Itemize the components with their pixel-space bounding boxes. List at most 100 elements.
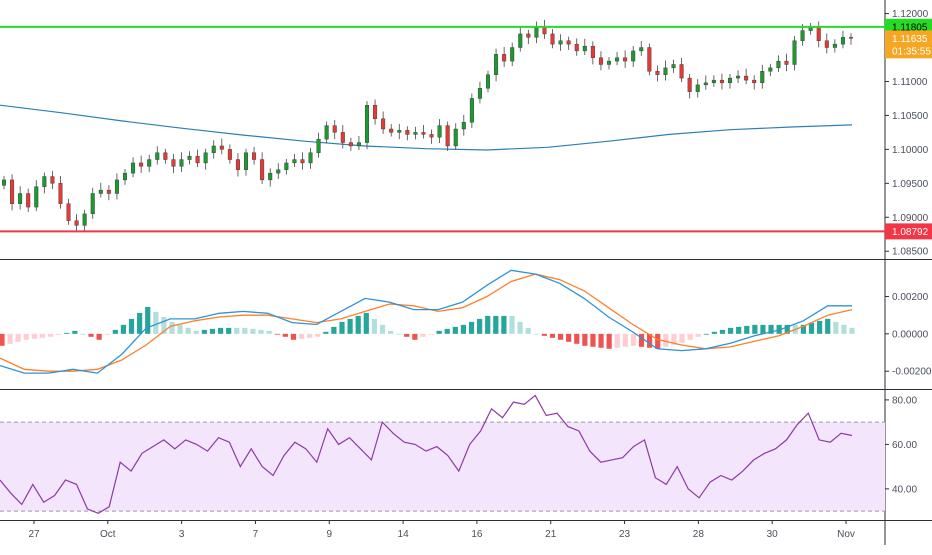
macd-histogram-bar [614, 333, 620, 348]
macd-histogram-bar [47, 333, 54, 337]
candle-body [461, 122, 466, 130]
candle-body [776, 60, 781, 69]
candle-body [679, 64, 684, 79]
macd-histogram-bar [687, 333, 693, 340]
macd-histogram-bar [493, 315, 499, 334]
time-tick-label: 3 [179, 529, 185, 540]
macd-histogram-bar [169, 321, 175, 334]
macd-histogram-bar [104, 333, 110, 335]
macd-histogram-bar [226, 327, 232, 334]
macd-histogram-bar [274, 333, 280, 335]
candle-body [147, 159, 152, 167]
macd-histogram-bar [477, 318, 483, 334]
macd-histogram-bar [468, 321, 475, 334]
candle-body [792, 40, 797, 65]
moving-average-line [0, 104, 853, 151]
macd-histogram-bar [80, 333, 86, 335]
macd-histogram-bar [582, 333, 588, 346]
macd-histogram-bar [404, 333, 410, 337]
macd-histogram-bar [444, 328, 450, 334]
candle-body [752, 79, 757, 84]
candle-body [211, 145, 216, 153]
rsi-tick-label: 40.00 [892, 484, 917, 495]
macd-histogram-bar [428, 333, 434, 335]
macd-histogram-bar [412, 333, 418, 340]
macd-histogram-bar [533, 333, 539, 335]
candle-body [316, 138, 321, 153]
candle-body [365, 105, 370, 143]
macd-histogram-bar [7, 333, 13, 344]
macd-histogram-bar [371, 318, 377, 334]
time-tick-label: 9 [326, 529, 332, 540]
macd-histogram-bar [817, 320, 823, 334]
macd-histogram-bar [201, 329, 207, 334]
macd-histogram-bar [566, 333, 572, 342]
macd-histogram-bar [266, 330, 272, 334]
candle-body [389, 128, 394, 133]
macd-histogram-bar [282, 333, 288, 337]
macd-histogram-bar [298, 333, 305, 339]
macd-histogram-bar [258, 329, 264, 334]
candle-body [348, 142, 353, 147]
macd-histogram-bar [290, 333, 297, 340]
price-tick-label: 1.08500 [892, 247, 929, 258]
macd-histogram-bar [719, 329, 726, 334]
candle-body [405, 130, 410, 135]
macd-histogram-bar [64, 332, 70, 334]
candle-body [356, 142, 361, 147]
candle-body [647, 47, 652, 72]
macd-histogram-bar [120, 324, 127, 334]
macd-histogram-bar [331, 326, 337, 334]
time-tick-label: 14 [398, 529, 410, 540]
macd-histogram-bar [209, 328, 216, 334]
candle-body [26, 193, 31, 208]
candle-body [728, 77, 733, 84]
candle-body [42, 176, 47, 187]
candle-body [381, 118, 386, 130]
candle-body [453, 128, 458, 147]
rsi-band-fill [0, 422, 885, 512]
candle-body [671, 64, 676, 69]
macd-histogram-bar [250, 328, 256, 334]
macd-histogram-bar [396, 333, 402, 335]
macd-histogram-bar [711, 331, 717, 334]
candle-body [90, 193, 95, 215]
macd-histogram-bar [128, 318, 135, 334]
candle-body [824, 40, 829, 48]
macd-histogram-bar [88, 333, 94, 337]
candle-body [687, 77, 692, 92]
candle-body [179, 159, 184, 167]
macd-histogram-bar [363, 312, 369, 334]
macd-histogram-bar [234, 327, 240, 334]
macd-histogram-bar [574, 333, 580, 344]
macd-histogram-bar [744, 325, 750, 334]
price-tick-label: 1.09500 [892, 179, 929, 190]
macd-histogram-bar [727, 327, 734, 334]
candle-body [284, 162, 289, 170]
macd-histogram-bar [679, 333, 685, 343]
time-tick-label: 7 [253, 529, 259, 540]
time-tick-label: 28 [693, 529, 705, 540]
macd-histogram-bar [161, 316, 167, 334]
macd-histogram-bar [323, 331, 329, 334]
candle-body [574, 43, 579, 52]
macd-histogram-bar [387, 330, 394, 334]
macd-histogram-bar [768, 324, 774, 334]
macd-histogram-bar [655, 333, 661, 349]
macd-histogram-bar [0, 333, 5, 346]
candle-body [18, 193, 23, 204]
macd-histogram-bar [590, 333, 596, 347]
candle-body [469, 98, 474, 123]
macd-histogram-bar [784, 324, 790, 334]
macd-histogram-bar [841, 324, 847, 334]
candle-body [719, 79, 724, 84]
macd-histogram-bar [622, 333, 628, 347]
macd-histogram-bar [31, 333, 37, 339]
time-tick-label: 16 [471, 529, 483, 540]
candle-body [300, 159, 305, 164]
candle-body [477, 88, 482, 99]
candle-body [590, 45, 595, 58]
candle-body [421, 132, 426, 135]
candle-body [840, 37, 845, 45]
